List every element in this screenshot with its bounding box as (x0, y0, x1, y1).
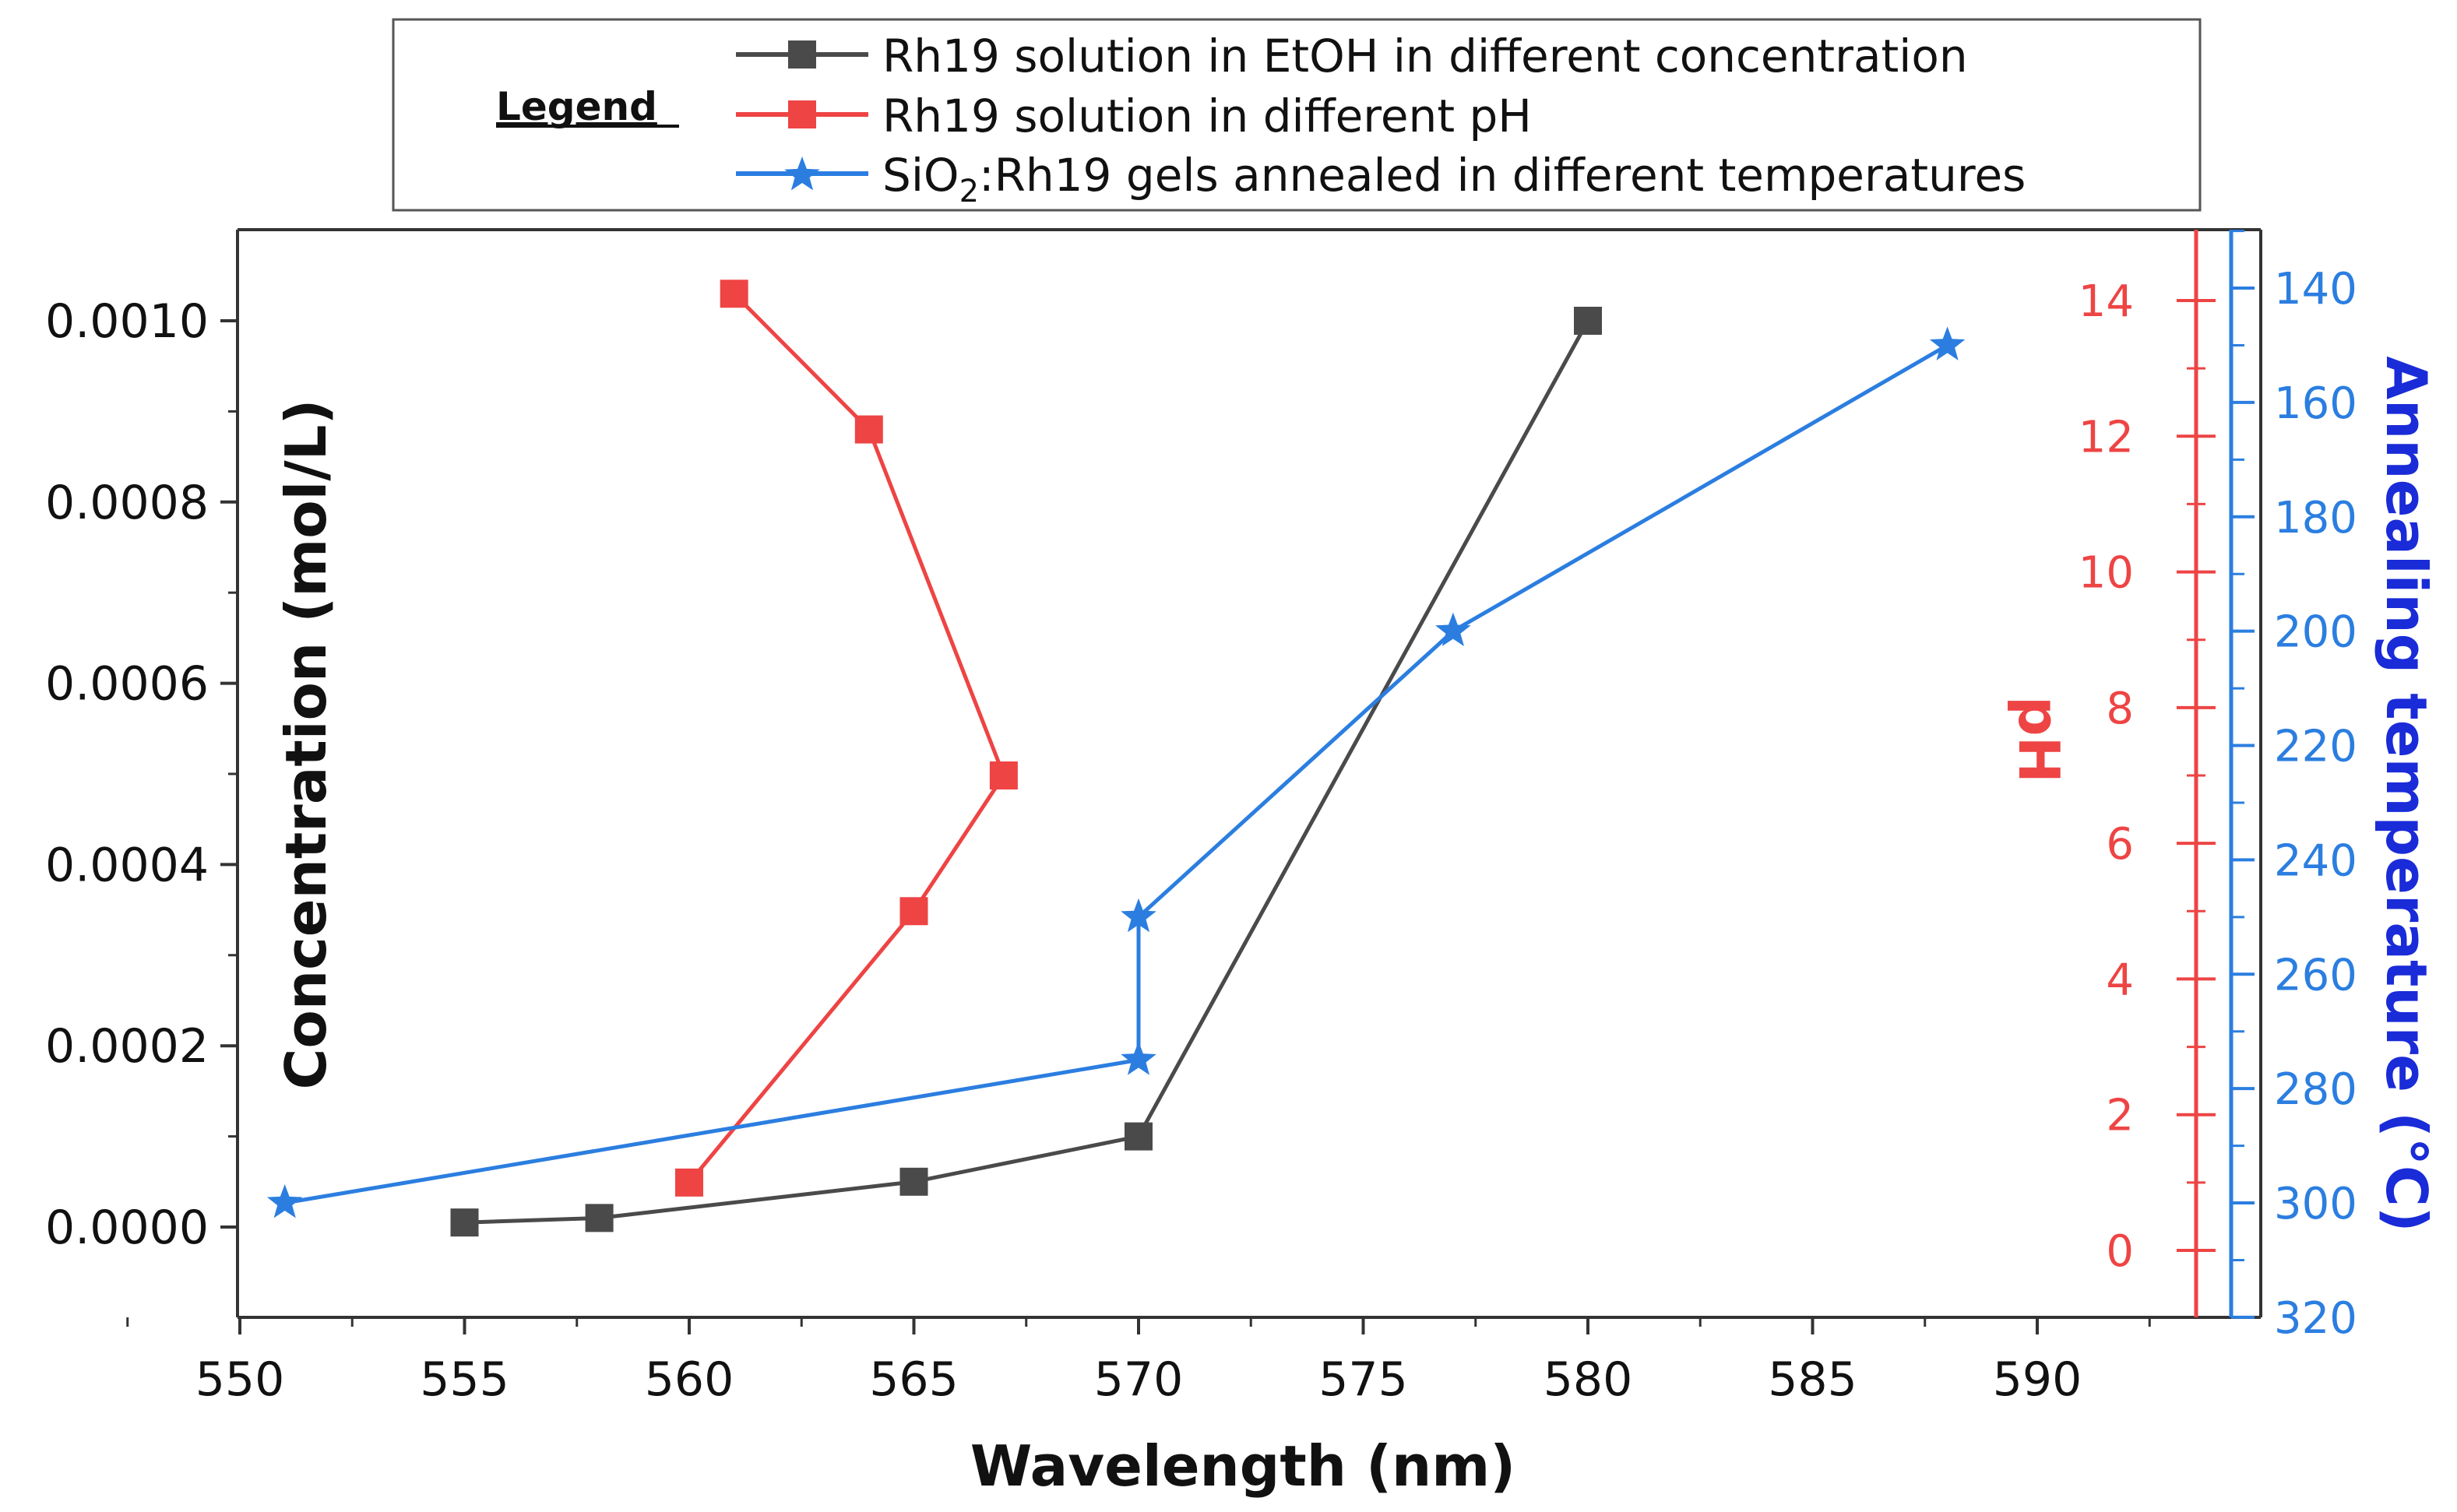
x-tick-label: 575 (1318, 1352, 1408, 1407)
legend: Legend Rh19 solution in EtOH in differen… (392, 18, 2202, 212)
y-tick-label: 0.0006 (45, 657, 209, 712)
x-tick-label: 590 (1993, 1352, 2082, 1407)
data-point-pH (989, 761, 1018, 789)
data-point-temperature (266, 1184, 303, 1218)
x-tick-label: 580 (1544, 1352, 1633, 1407)
temperature-tick-label: 280 (2274, 1064, 2357, 1115)
legend-label-concentration: Rh19 solution in EtOH in different conce… (882, 30, 1968, 83)
y-axis-title: Concentration (mol/L) (273, 399, 339, 1090)
data-point-pH (854, 415, 883, 444)
legend-label-ph: Rh19 solution in different pH (882, 90, 1532, 142)
legend-marker-ph (788, 100, 816, 128)
x-tick-label: 555 (420, 1352, 509, 1407)
data-point-pH (899, 897, 928, 926)
series-concentration (450, 307, 1602, 1237)
ph-tick-label: 2 (2106, 1091, 2134, 1141)
series-pH (675, 280, 1018, 1197)
temperature-tick-label: 180 (2274, 493, 2357, 543)
data-point-temperature (1121, 1041, 1156, 1075)
data-point-pH (675, 1168, 703, 1197)
data-point-concentration (1125, 1122, 1153, 1151)
legend-marker-temperature (784, 156, 820, 191)
legend-marker-concentration (788, 40, 816, 69)
ph-tick-label: 6 (2106, 819, 2134, 870)
ph-tick-label: 0 (2106, 1226, 2134, 1277)
data-point-pH (720, 280, 748, 308)
y-tick-label: 0.0002 (45, 1019, 209, 1074)
legend-entry-concentration: Rh19 solution in EtOH in different conce… (736, 30, 1968, 83)
y-tick-label: 0.0010 (45, 294, 209, 349)
data-point-temperature (1121, 898, 1156, 933)
ph-tick-label: 4 (2106, 955, 2134, 1005)
x-tick-label: 585 (1768, 1352, 1857, 1407)
x-axis-title: Wavelength (nm) (970, 1433, 1515, 1499)
ph-axis-title: pH (2006, 696, 2072, 783)
temperature-tick-label: 160 (2274, 378, 2357, 429)
series-layer (266, 280, 1966, 1237)
legend-entry-ph: Rh19 solution in different pH (736, 90, 1532, 142)
legend-box (392, 18, 2202, 212)
x-tick-label: 565 (869, 1352, 959, 1407)
data-point-concentration (585, 1204, 614, 1232)
ph-tick-label: 12 (2079, 412, 2134, 462)
ph-tick-label: 10 (2079, 548, 2134, 599)
data-point-concentration (1574, 307, 1602, 335)
x-tick-label: 560 (645, 1352, 734, 1407)
data-point-concentration (899, 1167, 928, 1196)
legend-title: Legend (496, 84, 657, 129)
temperature-tick-label: 240 (2274, 835, 2357, 886)
data-point-concentration (450, 1208, 479, 1237)
ph-tick-label: 14 (2079, 276, 2134, 327)
legend-label-temperature-pre: SiO (882, 149, 959, 202)
data-point-temperature (1435, 612, 1471, 646)
temperature-tick-label: 220 (2274, 722, 2357, 772)
ticks (126, 230, 2255, 1334)
temperature-tick-label: 260 (2274, 950, 2357, 1000)
x-tick-label: 570 (1094, 1352, 1184, 1407)
temperature-axis-title: Annealing temperature (°C) (2374, 356, 2439, 1232)
y-tick-label: 0.0000 (45, 1201, 209, 1255)
legend-label-temperature: SiO2:Rh19 gels annealed in different tem… (882, 149, 2026, 209)
temperature-tick-label: 300 (2274, 1179, 2357, 1229)
temperature-tick-label: 200 (2274, 607, 2357, 658)
y-tick-label: 0.0004 (45, 838, 209, 892)
legend-entry-temperature: SiO2:Rh19 gels annealed in different tem… (736, 149, 2026, 209)
series-temperature (266, 326, 1966, 1218)
temperature-tick-label: 320 (2274, 1293, 2357, 1344)
legend-label-temperature-post: :Rh19 gels annealed in different tempera… (979, 149, 2026, 202)
legend-label-temperature-sub: 2 (959, 174, 979, 209)
data-point-temperature (1929, 326, 1966, 360)
x-tick-label: 550 (195, 1352, 285, 1407)
tick-labels: 550 555 560 565 570 575 580 585 590 0.0000 0.0002 0… (45, 264, 2357, 1407)
ph-tick-label: 8 (2106, 684, 2134, 734)
y-tick-label: 0.0008 (45, 476, 209, 530)
temperature-tick-label: 140 (2274, 264, 2357, 315)
